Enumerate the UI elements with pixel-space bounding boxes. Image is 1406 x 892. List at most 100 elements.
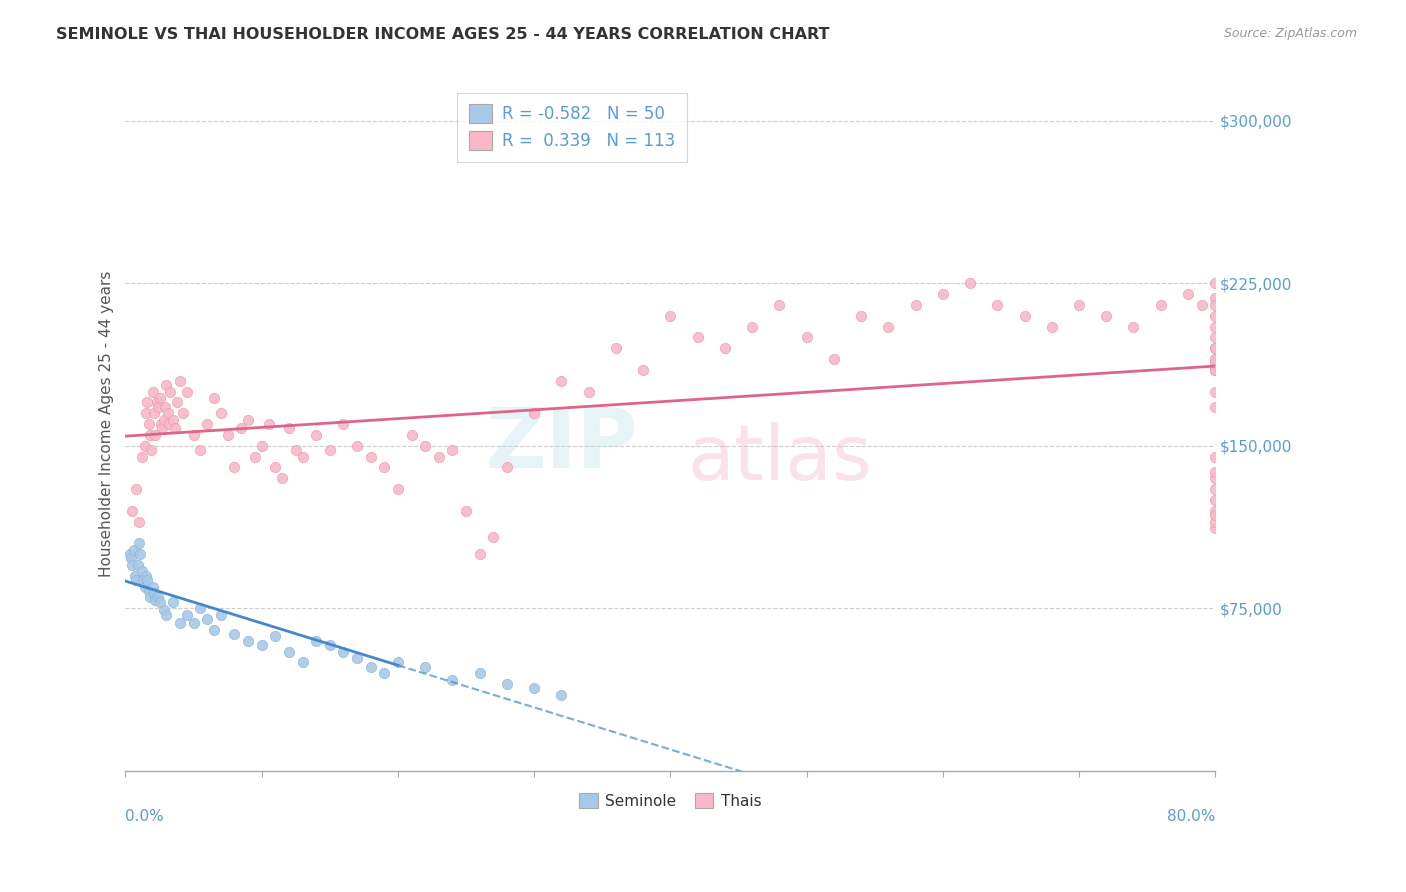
Point (202, 623, 225, 637)
Point (183, 428, 205, 442)
Point (190, 443, 212, 458)
Point (149, 417, 172, 431)
Point (305, 428, 328, 442)
Point (145, 592, 167, 607)
Point (1204, 363, 1226, 377)
Point (135, 406, 157, 420)
Point (118, 547, 141, 561)
Text: ZIP: ZIP (485, 404, 637, 485)
Point (195, 612, 218, 626)
Point (823, 352, 845, 367)
Point (122, 542, 145, 557)
Point (172, 406, 194, 420)
Point (496, 677, 519, 691)
Point (183, 616, 205, 631)
Point (1191, 298, 1213, 312)
Point (387, 482, 409, 496)
Point (346, 651, 368, 665)
Point (127, 558, 149, 572)
Point (1204, 465, 1226, 479)
Point (849, 309, 872, 323)
Point (195, 417, 218, 431)
Point (162, 595, 184, 609)
Point (155, 378, 177, 392)
Point (454, 504, 477, 518)
Point (209, 607, 232, 622)
Point (1204, 515, 1226, 529)
Point (153, 400, 176, 414)
Point (132, 573, 155, 587)
Point (1204, 384, 1226, 399)
Point (148, 391, 170, 405)
Point (136, 573, 159, 587)
Point (125, 573, 148, 587)
Point (1204, 298, 1226, 312)
Point (143, 406, 166, 420)
Point (166, 395, 188, 409)
Point (157, 417, 180, 431)
Point (138, 417, 160, 431)
Point (264, 629, 287, 643)
Text: SEMINOLE VS THAI HOUSEHOLDER INCOME AGES 25 - 44 YEARS CORRELATION CHART: SEMINOLE VS THAI HOUSEHOLDER INCOME AGES… (56, 27, 830, 42)
Point (156, 406, 179, 420)
Point (1204, 400, 1226, 414)
Point (1204, 309, 1226, 323)
Point (159, 384, 181, 399)
Point (332, 644, 354, 658)
Point (202, 391, 225, 405)
Point (387, 656, 409, 670)
Point (134, 439, 156, 453)
Point (284, 443, 307, 458)
Point (257, 417, 280, 431)
Point (360, 659, 382, 673)
Point (904, 298, 927, 312)
Point (441, 443, 464, 458)
Point (631, 363, 654, 377)
Point (231, 421, 253, 435)
Point (1204, 508, 1226, 522)
Point (1177, 287, 1199, 301)
Point (190, 601, 212, 615)
Point (1204, 363, 1226, 377)
Point (146, 591, 169, 605)
Point (121, 504, 143, 518)
Point (176, 384, 198, 399)
Point (271, 471, 294, 485)
Point (796, 330, 818, 344)
Y-axis label: Householder Income Ages 25 - 44 years: Householder Income Ages 25 - 44 years (100, 271, 114, 577)
Point (659, 309, 682, 323)
Point (145, 428, 167, 442)
Point (1095, 309, 1118, 323)
Point (217, 428, 239, 442)
Point (1204, 330, 1226, 344)
Point (482, 530, 505, 544)
Point (243, 450, 266, 464)
Point (236, 633, 259, 648)
Text: 0.0%: 0.0% (125, 809, 165, 824)
Point (135, 568, 157, 582)
Point (523, 406, 546, 420)
Point (121, 558, 143, 572)
Point (319, 638, 342, 652)
Point (139, 428, 162, 442)
Point (131, 450, 153, 464)
Point (1150, 298, 1173, 312)
Point (120, 551, 142, 566)
Point (768, 298, 790, 312)
Point (1204, 504, 1226, 518)
Point (686, 330, 709, 344)
Point (146, 400, 169, 414)
Point (143, 586, 166, 600)
Point (152, 413, 174, 427)
Point (741, 319, 763, 334)
Point (332, 417, 354, 431)
Text: 80.0%: 80.0% (1167, 809, 1215, 824)
Point (305, 633, 328, 648)
Point (427, 450, 450, 464)
Point (146, 395, 169, 409)
Point (1067, 298, 1090, 312)
Point (468, 666, 491, 681)
Point (1204, 292, 1226, 306)
Point (1204, 319, 1226, 334)
Point (1204, 363, 1226, 377)
